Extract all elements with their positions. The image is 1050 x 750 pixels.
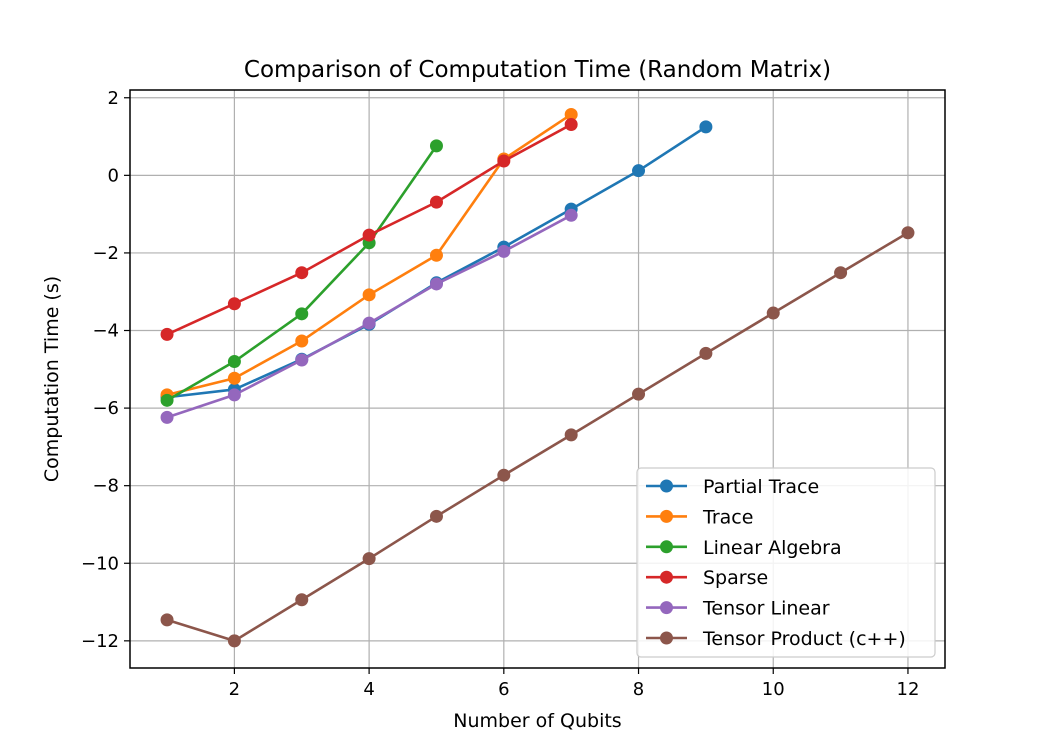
y-tick-label: −4 [92, 321, 119, 342]
legend-marker [660, 509, 673, 523]
y-axis-label: Computation Time (s) [41, 276, 63, 482]
data-point [564, 118, 578, 132]
data-point [295, 353, 309, 367]
data-point [632, 164, 646, 178]
data-point [901, 226, 915, 240]
series-sparse [160, 118, 578, 341]
series-tensor-linear [160, 208, 578, 424]
plot-frame [129, 89, 946, 669]
data-point [564, 107, 578, 121]
data-point [699, 120, 713, 134]
x-tick-label: 12 [897, 679, 920, 700]
y-tick-label: −2 [92, 243, 119, 264]
data-point [497, 244, 511, 258]
legend-item: Partial Trace [646, 476, 819, 498]
y-tick-label: −6 [92, 398, 119, 419]
series-line [166, 231, 909, 643]
data-point [295, 266, 309, 280]
x-tick-label: 10 [762, 679, 785, 700]
x-tick-label: 4 [363, 679, 374, 700]
legend-marker [660, 479, 673, 493]
x-axis-label: Number of Qubits [453, 710, 621, 732]
chart-title: Comparison of Computation Time (Random M… [244, 57, 831, 83]
legend-label: Tensor Product (c++) [702, 628, 906, 650]
y-tick-label: 0 [108, 165, 119, 186]
legend-label: Tensor Linear [702, 598, 830, 620]
data-point [632, 387, 646, 401]
y-tick-label: 2 [108, 88, 119, 109]
legend-label: Trace [702, 506, 753, 528]
legend-item: Tensor Linear [646, 598, 830, 620]
data-point [564, 428, 578, 442]
data-point [497, 468, 511, 482]
data-point [227, 371, 241, 385]
legend-marker [660, 570, 673, 584]
data-point [497, 154, 511, 168]
data-point [699, 346, 713, 360]
legend-label: Linear Algebra [703, 537, 842, 559]
series-line [166, 125, 707, 399]
y-tick-label: −10 [81, 553, 119, 574]
data-point [160, 410, 174, 424]
data-point [160, 327, 174, 341]
x-tick-label: 2 [229, 679, 240, 700]
data-point [429, 195, 443, 209]
legend: Partial Trace Trace Linear Algebra Sparse Te… [636, 467, 936, 658]
x-tick-label: 8 [633, 679, 644, 700]
series-layer [160, 107, 915, 648]
data-point [362, 228, 376, 242]
legend-marker [660, 540, 673, 554]
legend-label: Partial Trace [703, 476, 819, 498]
data-point [160, 393, 174, 407]
data-point [429, 139, 443, 153]
data-point [766, 306, 780, 320]
data-point [362, 288, 376, 302]
data-point [227, 297, 241, 311]
data-point [429, 277, 443, 291]
data-point [362, 552, 376, 566]
ticks: 2 4 6 8 10 12 2 0 −2 −4 −6 −8 −10 −12 [81, 88, 919, 700]
data-point [429, 509, 443, 523]
legend-item: Trace [646, 506, 753, 528]
legend-marker [660, 601, 673, 615]
data-point [362, 316, 376, 330]
series-partial-trace [160, 120, 713, 404]
data-point [564, 208, 578, 222]
data-point [834, 266, 848, 280]
legend-item: Tensor Product (c++) [646, 628, 906, 650]
y-tick-label: −8 [92, 476, 119, 497]
y-tick-label: −12 [81, 631, 119, 652]
series-tensor-product-c [160, 226, 915, 648]
data-point [227, 388, 241, 402]
legend-label: Sparse [703, 567, 768, 589]
legend-item: Linear Algebra [646, 537, 842, 559]
x-tick-label: 6 [498, 679, 509, 700]
data-point [160, 613, 174, 627]
data-point [295, 593, 309, 607]
data-point [295, 334, 309, 348]
legend-item: Sparse [646, 567, 768, 589]
data-point [429, 248, 443, 262]
data-point [227, 355, 241, 369]
data-point [227, 634, 241, 648]
data-point [295, 307, 309, 321]
legend-box [636, 467, 936, 658]
legend-marker [660, 631, 673, 645]
